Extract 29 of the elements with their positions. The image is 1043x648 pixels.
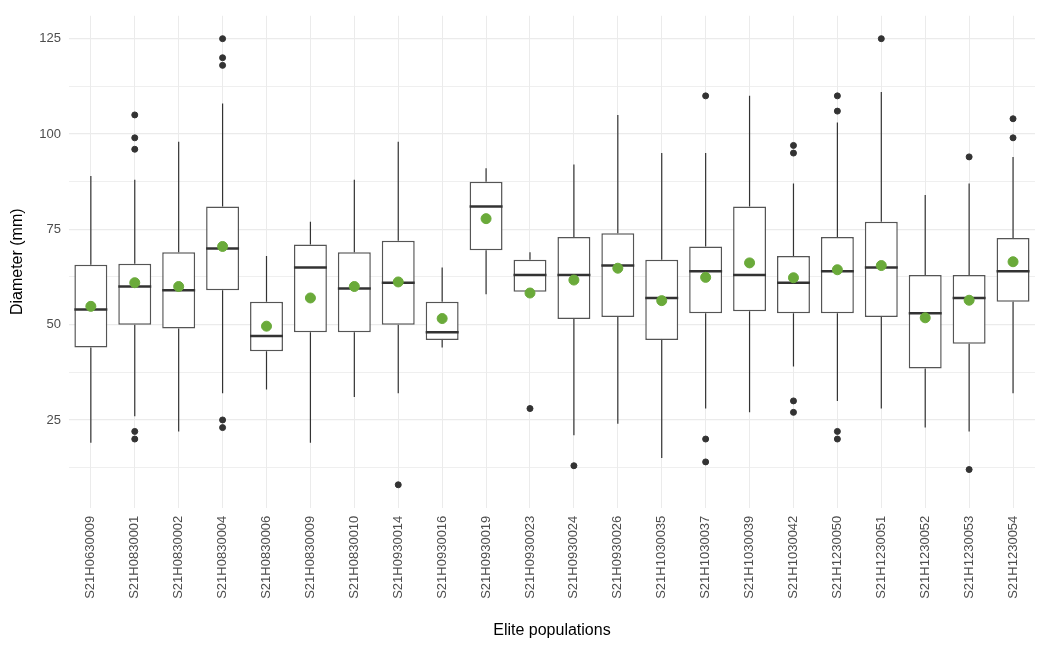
- x-tick-label: S21H0830009: [302, 515, 317, 599]
- x-tick-label: S21H0930026: [609, 515, 625, 599]
- x-tick-label: S21H1230050: [828, 515, 844, 599]
- x-tick-label: S21H1030035: [653, 515, 669, 599]
- x-tick-label: S21H1030037: [697, 515, 713, 599]
- x-tick-label: S21H0830004: [214, 515, 230, 599]
- y-tick-label: 125: [39, 30, 61, 46]
- y-tick-label: 75: [46, 220, 61, 236]
- x-axis-title: Elite populations: [493, 620, 611, 638]
- x-tick-label: S21H0930023: [521, 515, 537, 599]
- y-tick-label: 25: [46, 411, 61, 427]
- x-tick-label: S21H1030039: [741, 515, 757, 599]
- x-tick-label: S21H1030042: [785, 515, 801, 599]
- x-tick-label: S21H0830010: [345, 515, 361, 599]
- y-tick-label: 100: [39, 125, 61, 141]
- x-tick-label: S21H0930016: [433, 515, 449, 599]
- y-axis-title: Diameter (mm): [8, 208, 26, 316]
- y-tick-label: 50: [46, 316, 61, 332]
- x-tick-label: S21H1230054: [1004, 515, 1020, 599]
- x-tick-label: S21H0830001: [126, 515, 142, 599]
- x-tick-label: S21H1230051: [872, 515, 888, 599]
- x-tick-label: S21H0830002: [170, 515, 186, 599]
- x-tick-label: S21H0830006: [258, 515, 274, 599]
- x-tick-label: S21H1230052: [916, 515, 932, 599]
- x-tick-label: S21H0930024: [565, 515, 581, 599]
- x-tick-label: S21H0930014: [389, 515, 405, 599]
- x-tick-label: S21H0630009: [82, 515, 98, 599]
- x-tick-label: S21H0930019: [477, 515, 493, 599]
- x-tick-label: S21H1230053: [960, 515, 976, 599]
